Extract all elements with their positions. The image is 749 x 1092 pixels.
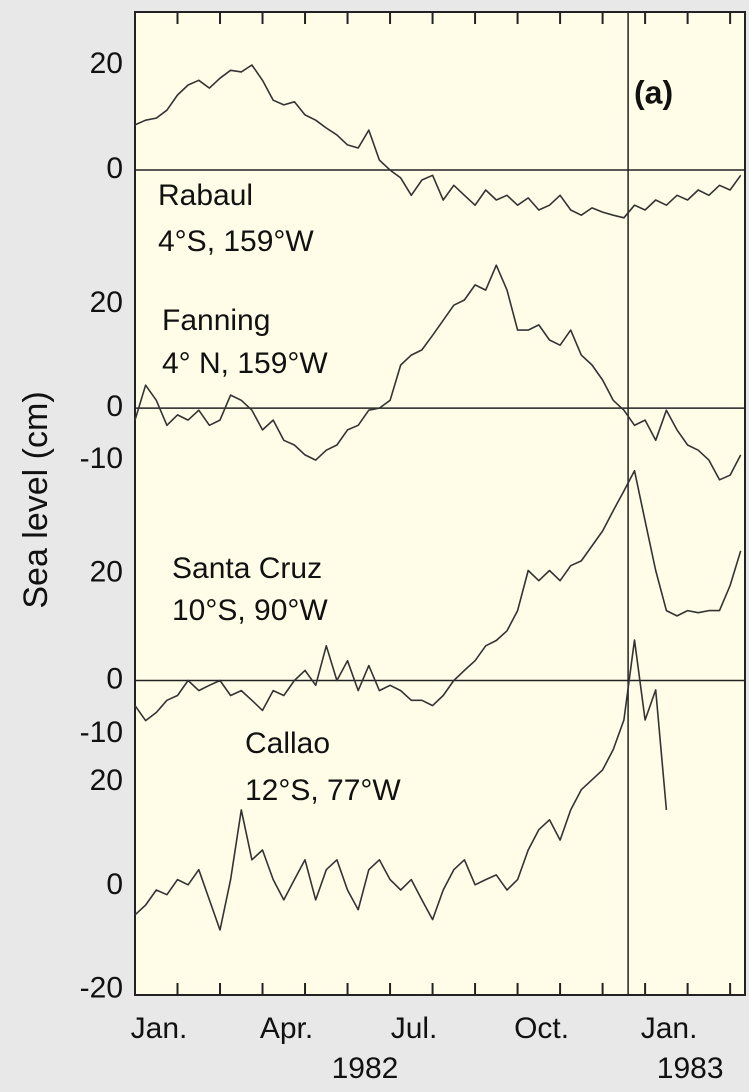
- annotation: (a): [634, 74, 673, 110]
- data-line: [134, 639, 668, 931]
- y-tick-label: 0: [106, 868, 123, 901]
- y-tick-label: -20: [80, 972, 123, 1005]
- data-line: [134, 264, 742, 481]
- year-label: 1983: [657, 1052, 724, 1085]
- y-axis-label: Sea level (cm): [17, 391, 55, 608]
- y-tick-label: 0: [106, 662, 123, 695]
- station-name: Callao: [245, 727, 330, 760]
- y-tick-label: 20: [90, 47, 123, 80]
- x-tick-label: Jul.: [391, 1012, 438, 1045]
- x-tick-label: Jan.: [641, 1012, 698, 1045]
- data-line: [134, 64, 742, 219]
- y-tick-label: 20: [90, 764, 123, 797]
- y-tick-label: -10: [80, 716, 123, 749]
- station-name: Santa Cruz: [172, 552, 322, 585]
- plot-frame: [134, 11, 746, 996]
- station-location: 12°S, 77°W: [245, 774, 401, 807]
- x-tick-label: Apr.: [260, 1012, 313, 1045]
- y-tick-label: -10: [80, 442, 123, 475]
- station-location: 4° N, 159°W: [162, 347, 328, 380]
- x-tick-label: Oct.: [514, 1012, 569, 1045]
- station-location: 10°S, 90°W: [172, 594, 328, 627]
- year-label: 1982: [332, 1052, 399, 1085]
- y-tick-label: 0: [106, 152, 123, 185]
- station-location: 4°S, 159°W: [158, 225, 314, 258]
- y-tick-label: 20: [90, 286, 123, 319]
- y-tick-label: 20: [90, 556, 123, 589]
- station-name: Fanning: [162, 304, 270, 337]
- x-tick-label: Jan.: [131, 1012, 188, 1045]
- data-line: [134, 469, 742, 722]
- station-name: Rabaul: [158, 179, 253, 212]
- y-tick-label: 0: [106, 390, 123, 423]
